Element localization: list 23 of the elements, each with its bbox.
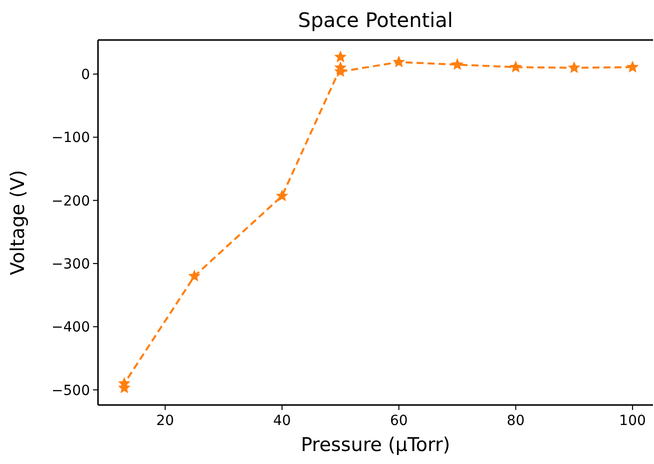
y-axis-title: Voltage (V) [7,170,29,276]
point [334,51,346,62]
y-tick-label: −400 [52,320,90,336]
x-tick-label: 80 [506,413,525,429]
point [393,56,404,67]
point [626,61,638,72]
x-tick-label: 100 [619,413,646,429]
y-tick-label: −200 [52,193,90,210]
x-tick-label: 20 [156,413,174,429]
chart-title: Space Potential [298,8,453,32]
y-tick-label: −500 [52,382,90,399]
y-tick-label: −100 [52,130,90,146]
point [568,62,580,73]
x-axis-title: Pressure (μTorr) [300,434,450,456]
point [452,58,463,70]
y-tick-label: −300 [52,256,90,273]
x-tick-label: 60 [390,413,408,429]
y-tick-label: 0 [81,67,90,84]
point [118,378,130,388]
point [276,190,288,201]
point [188,270,200,282]
x-tick-label: 40 [273,413,291,429]
point [510,61,522,72]
